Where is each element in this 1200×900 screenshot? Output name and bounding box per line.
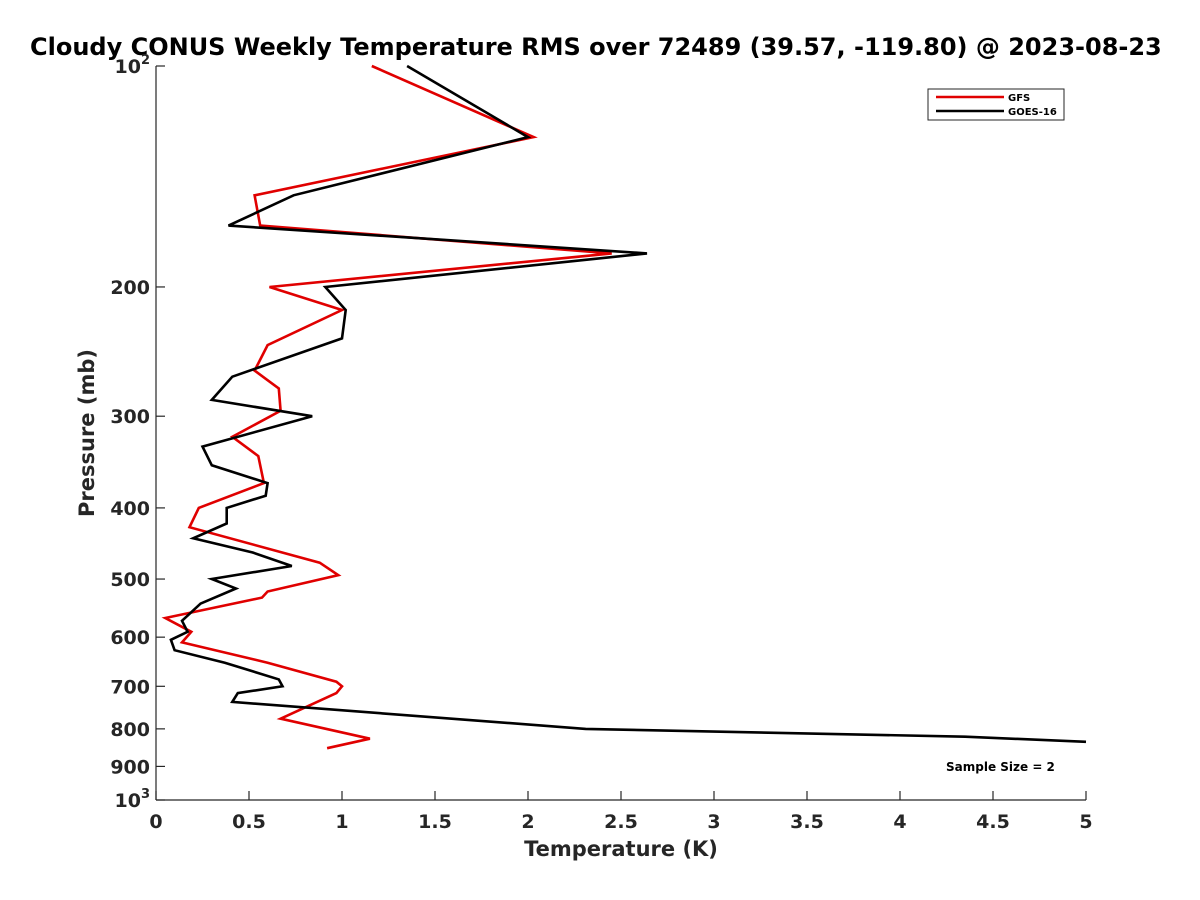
plot-area <box>156 66 1086 800</box>
legend-box <box>927 88 1065 121</box>
x-tick-label: 4 <box>893 811 906 833</box>
sample-size-annotation: Sample Size = 2 <box>946 760 1055 774</box>
series-line-gfs <box>161 64 612 750</box>
y-tick-label: 600 <box>110 627 150 649</box>
y-tick-label-exponent: 2 <box>141 53 150 68</box>
x-tick-label: 3.5 <box>790 811 824 833</box>
y-tick-label-base: 400 <box>110 498 150 520</box>
x-ticks: 0 0.5 1 1.5 2 2.5 3 3.5 4 4.5 5 <box>149 791 1093 833</box>
x-tick-label: 5 <box>1079 811 1092 833</box>
y-tick-label-base: 10 <box>115 790 141 812</box>
y-tick-label: 300 <box>110 406 150 428</box>
y-tick-label: 103 <box>115 787 151 812</box>
y-tick-label-base: 300 <box>110 406 150 428</box>
y-tick-label: 200 <box>110 277 150 299</box>
y-tick-label-base: 900 <box>110 756 150 778</box>
x-tick-label: 1.5 <box>418 811 452 833</box>
y-tick-label: 500 <box>110 569 150 591</box>
y-tick-label: 102 <box>115 53 151 78</box>
y-tick-label-base: 500 <box>110 569 150 591</box>
x-tick-label: 2 <box>521 811 534 833</box>
legend: GFS GOES-16 <box>927 88 1065 121</box>
y-tick-label-base: 800 <box>110 719 150 741</box>
y-tick-label-base: 600 <box>110 627 150 649</box>
y-tick-label-exponent: 3 <box>141 787 150 802</box>
y-tick-label: 700 <box>110 676 150 698</box>
x-tick-label: 2.5 <box>604 811 638 833</box>
x-tick-label: 0 <box>149 811 162 833</box>
x-tick-label: 1 <box>335 811 348 833</box>
legend-label-goes-16: GOES-16 <box>1008 107 1057 118</box>
y-tick-label: 900 <box>110 756 150 778</box>
y-tick-label-base: 200 <box>110 277 150 299</box>
x-tick-label: 4.5 <box>976 811 1010 833</box>
y-tick-label: 400 <box>110 498 150 520</box>
y-tick-label-base: 10 <box>115 56 141 78</box>
y-tick-label: 800 <box>110 719 150 741</box>
x-axis-label: Temperature (K) <box>524 837 718 861</box>
legend-label-gfs: GFS <box>1008 93 1030 104</box>
x-tick-label: 0.5 <box>232 811 266 833</box>
series-line-goes-16 <box>169 64 1087 744</box>
chart-title: Cloudy CONUS Weekly Temperature RMS over… <box>30 33 1162 61</box>
x-tick-label: 3 <box>707 811 720 833</box>
y-tick-label-base: 700 <box>110 676 150 698</box>
y-axis-label: Pressure (mb) <box>75 349 99 517</box>
series-group <box>161 64 1087 750</box>
